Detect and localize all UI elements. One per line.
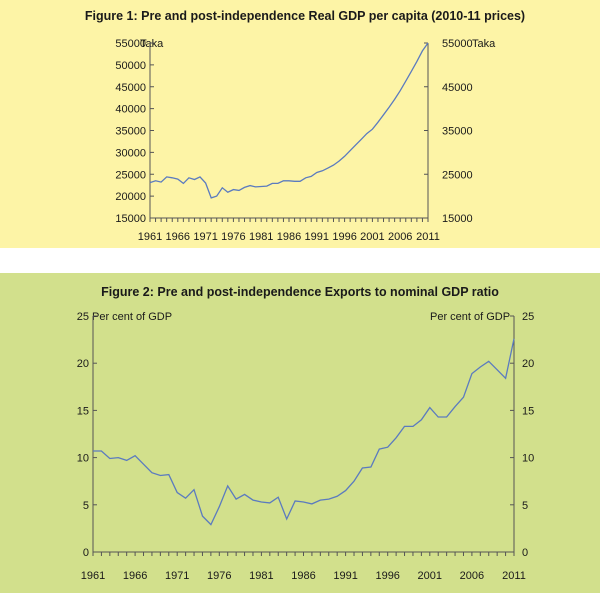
left-tick-label: 20000 bbox=[115, 191, 146, 203]
right-tick-label: 35000 bbox=[442, 126, 473, 138]
right-tick-label: 20 bbox=[522, 358, 534, 370]
right-tick-label: 5 bbox=[522, 500, 528, 512]
right-tick-label: 0 bbox=[522, 547, 528, 559]
right-tick-label: 25 bbox=[522, 311, 534, 323]
x-tick-label: 2006 bbox=[388, 231, 412, 243]
x-tick-label: 1991 bbox=[333, 570, 357, 582]
right-tick-label: 55000 bbox=[442, 38, 473, 50]
x-tick-label: 1996 bbox=[332, 231, 356, 243]
left-tick-label: 25000 bbox=[115, 169, 146, 181]
x-tick-label: 1981 bbox=[249, 570, 273, 582]
left-tick-label: 35000 bbox=[115, 126, 146, 138]
left-tick-label: 50000 bbox=[115, 60, 146, 72]
figure-1-title: Figure 1: Pre and post-independence Real… bbox=[85, 9, 525, 23]
x-tick-label: 1981 bbox=[249, 231, 273, 243]
series-line bbox=[93, 338, 515, 526]
x-tick-label: 2001 bbox=[418, 570, 442, 582]
left-tick-label: 25 bbox=[77, 311, 89, 323]
right-tick-label: 15000 bbox=[442, 213, 473, 225]
right-tick-label: 25000 bbox=[442, 169, 473, 181]
x-tick-label: 1971 bbox=[193, 231, 217, 243]
x-tick-label: 2006 bbox=[460, 570, 484, 582]
x-tick-label: 1996 bbox=[375, 570, 399, 582]
left-tick-label: 55000 bbox=[115, 38, 146, 50]
right-tick-label: 10 bbox=[522, 453, 534, 465]
left-tick-label: 5 bbox=[83, 500, 89, 512]
x-tick-label: 1961 bbox=[81, 570, 105, 582]
x-tick-label: 1986 bbox=[291, 570, 315, 582]
figure-1-chart: Figure 1: Pre and post-independence Real… bbox=[85, 9, 525, 243]
left-tick-label: 10 bbox=[77, 453, 89, 465]
x-tick-label: 1966 bbox=[123, 570, 147, 582]
x-tick-label: 2011 bbox=[416, 231, 440, 243]
left-tick-label: 0 bbox=[83, 547, 89, 559]
figure-2-chart: Figure 2: Pre and post-independence Expo… bbox=[77, 285, 535, 582]
figure-2-title: Figure 2: Pre and post-independence Expo… bbox=[101, 285, 499, 299]
x-tick-label: 1971 bbox=[165, 570, 189, 582]
x-tick-label: 2011 bbox=[502, 570, 526, 582]
right-tick-label: 45000 bbox=[442, 82, 473, 94]
left-tick-label: 45000 bbox=[115, 82, 146, 94]
x-tick-label: 1991 bbox=[305, 231, 329, 243]
left-tick-label: 15000 bbox=[115, 213, 146, 225]
figure-1-left-unit: Taka bbox=[140, 38, 164, 50]
x-tick-label: 2001 bbox=[360, 231, 384, 243]
series-line bbox=[149, 42, 429, 199]
right-tick-label: 15 bbox=[522, 405, 534, 417]
x-tick-label: 1986 bbox=[277, 231, 301, 243]
x-tick-label: 1976 bbox=[207, 570, 231, 582]
figure-2-left-unit: Per cent of GDP bbox=[92, 311, 172, 323]
left-tick-label: 40000 bbox=[115, 104, 146, 116]
x-tick-label: 1961 bbox=[138, 231, 162, 243]
x-tick-label: 1966 bbox=[166, 231, 190, 243]
figure-1-right-unit: Taka bbox=[472, 38, 496, 50]
figure-2-panel: Figure 2: Pre and post-independence Expo… bbox=[0, 273, 600, 593]
x-tick-label: 1976 bbox=[221, 231, 245, 243]
left-tick-label: 20 bbox=[77, 358, 89, 370]
figure-1-panel: Figure 1: Pre and post-independence Real… bbox=[0, 0, 600, 248]
left-tick-label: 30000 bbox=[115, 147, 146, 159]
figure-2-right-unit: Per cent of GDP bbox=[430, 311, 510, 323]
left-tick-label: 15 bbox=[77, 405, 89, 417]
